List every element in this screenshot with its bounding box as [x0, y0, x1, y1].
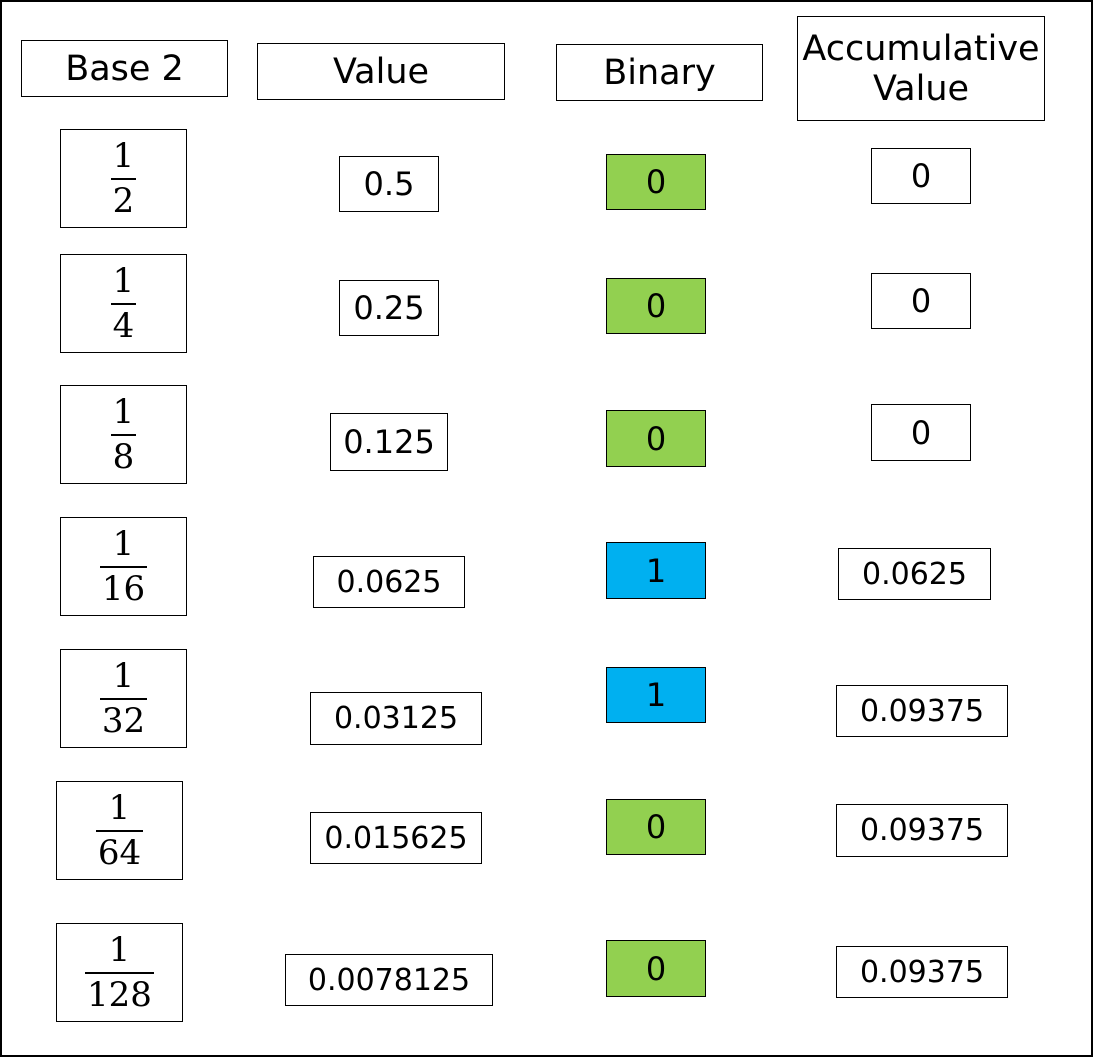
fraction-bar: [110, 178, 137, 180]
fraction-numerator: 1: [112, 392, 135, 432]
header-base2-label: Base 2: [65, 48, 184, 89]
accumulative-value-box: 0.09375: [836, 685, 1008, 737]
fraction: 1 2: [110, 136, 137, 221]
header-binary-label: Binary: [603, 52, 716, 93]
binary-digit-box: 0: [606, 154, 706, 210]
fraction: 1 16: [99, 524, 148, 609]
base2-fraction-box: 1 16: [60, 517, 187, 616]
fraction-denominator: 128: [87, 975, 152, 1015]
base2-fraction-box: 1 32: [60, 649, 187, 748]
header-binary: Binary: [556, 44, 763, 101]
binary-digit: 1: [645, 676, 667, 714]
fraction: 1 64: [95, 788, 144, 873]
binary-digit: 0: [645, 949, 667, 988]
accumulative-value-box: 0.09375: [836, 946, 1008, 998]
fraction-denominator: 32: [101, 701, 146, 741]
base2-fraction-box: 1 2: [60, 129, 187, 228]
value-box: 0.0625: [313, 556, 465, 608]
fraction-denominator: 16: [101, 569, 146, 609]
fraction-bar: [110, 303, 137, 305]
header-accumulative-line1: Accumulative: [802, 28, 1040, 69]
header-accumulative-line2: Value: [872, 68, 970, 109]
base2-fraction-box: 1 128: [56, 923, 183, 1022]
binary-digit-box: 1: [606, 667, 706, 723]
accumulative-value-text: 0.09375: [859, 813, 985, 848]
fraction-numerator: 1: [112, 136, 135, 176]
fraction-denominator: 2: [112, 181, 135, 221]
accumulative-value-box: 0: [871, 148, 971, 204]
header-base2: Base 2: [21, 40, 228, 97]
binary-digit-box: 0: [606, 940, 706, 997]
binary-digit-box: 0: [606, 799, 706, 855]
accumulative-value-text: 0.09375: [859, 693, 985, 729]
binary-digit: 0: [645, 808, 667, 846]
value-text: 0.0078125: [307, 962, 471, 998]
binary-digit-box: 0: [606, 410, 706, 467]
accumulative-value-box: 0: [871, 404, 971, 461]
accumulative-value-box: 0: [871, 273, 971, 329]
base2-fraction-box: 1 8: [60, 385, 187, 484]
fraction: 1 128: [85, 931, 154, 1014]
value-box: 0.125: [330, 413, 448, 471]
fraction-numerator: 1: [112, 524, 135, 564]
fraction-numerator: 1: [112, 656, 135, 696]
accumulative-value-box: 0.0625: [838, 548, 991, 600]
fraction: 1 32: [99, 656, 148, 741]
accumulative-value-box: 0.09375: [836, 804, 1008, 857]
fraction-numerator: 1: [108, 930, 131, 970]
base2-fraction-box: 1 4: [60, 254, 187, 353]
accumulative-value-text: 0.09375: [859, 954, 985, 990]
value-text: 0.25: [353, 289, 425, 327]
value-text: 0.015625: [324, 820, 468, 856]
fraction-bar: [95, 830, 144, 832]
fraction-denominator: 8: [112, 437, 135, 477]
binary-digit: 0: [645, 163, 667, 201]
fraction-numerator: 1: [112, 261, 135, 301]
value-text: 0.03125: [333, 701, 459, 736]
header-accumulative-value: Accumulative Value: [797, 16, 1045, 121]
fraction: 1 8: [110, 392, 137, 477]
fraction-bar: [85, 972, 154, 974]
value-box: 0.015625: [310, 812, 482, 864]
binary-digit-box: 1: [606, 542, 706, 599]
value-box: 0.0078125: [285, 954, 493, 1006]
fraction-bar: [99, 698, 148, 700]
fraction-bar: [110, 434, 137, 436]
fraction-denominator: 4: [112, 306, 135, 346]
accumulative-value-text: 0: [910, 413, 932, 452]
binary-digit: 1: [645, 551, 667, 590]
accumulative-value-text: 0: [910, 282, 932, 320]
binary-digit-box: 0: [606, 278, 706, 334]
header-value: Value: [257, 43, 505, 100]
value-box: 0.25: [339, 280, 439, 336]
fraction-numerator: 1: [108, 788, 131, 828]
accumulative-value-text: 0.0625: [862, 556, 967, 592]
value-box: 0.03125: [310, 692, 482, 745]
fraction-denominator: 64: [97, 833, 142, 873]
value-text: 0.125: [343, 423, 435, 461]
base2-fraction-box: 1 64: [56, 781, 183, 880]
accumulative-value-text: 0: [910, 157, 932, 195]
fraction-bar: [99, 566, 148, 568]
value-text: 0.5: [363, 165, 415, 203]
value-box: 0.5: [339, 156, 439, 212]
fraction: 1 4: [110, 261, 137, 346]
value-text: 0.0625: [336, 564, 442, 600]
binary-digit: 0: [645, 419, 667, 458]
header-value-label: Value: [332, 51, 430, 92]
binary-digit: 0: [645, 287, 667, 325]
